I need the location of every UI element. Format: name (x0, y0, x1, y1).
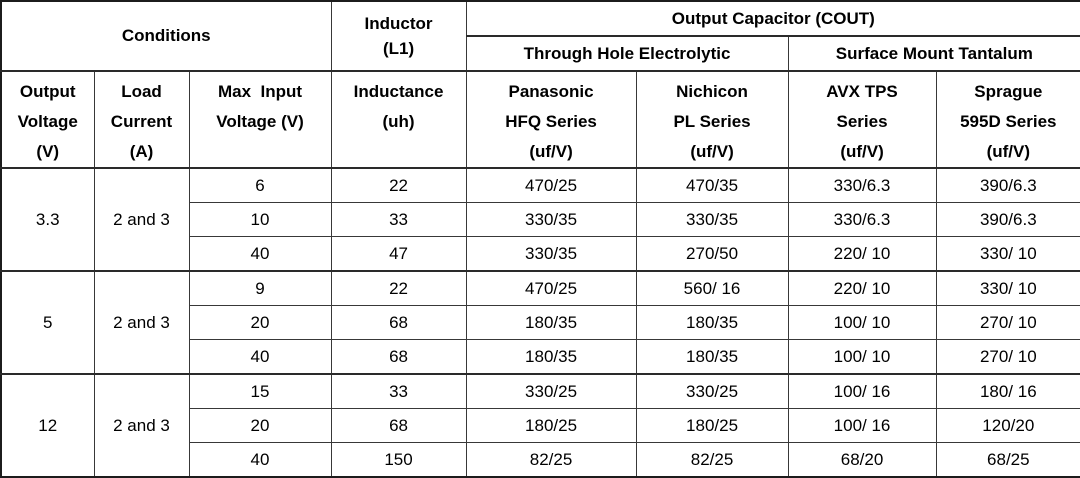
nichicon-cell: 270/50 (635, 236, 789, 272)
panasonic-cell: 330/35 (465, 202, 637, 237)
sprague-cell: 270/ 10 (935, 339, 1080, 375)
header-row-columns: Output Voltage (V) Load Current (A) Max … (0, 70, 1080, 169)
sprague-cell: 68/25 (935, 442, 1080, 478)
load-current-cell: 2 and 3 (93, 270, 190, 375)
avx-cell: 220/ 10 (787, 270, 937, 306)
nichicon-cell: 560/ 16 (635, 270, 789, 306)
surface-mount-header: Surface Mount Tantalum (787, 35, 1080, 72)
sprague-cell: 180/ 16 (935, 373, 1080, 409)
panasonic-cell: 180/25 (465, 408, 637, 443)
panasonic-cell: 470/25 (465, 270, 637, 306)
inductor-header: Inductor (L1) (330, 0, 467, 72)
sprague-cell: 390/6.3 (935, 202, 1080, 237)
output-voltage-cell: 5 (0, 270, 95, 375)
table-row: 20 68 180/35 180/35 100/ 10 270/ 10 (1, 305, 1080, 340)
panasonic-cell: 330/25 (465, 373, 637, 409)
panasonic-cell: 82/25 (465, 442, 637, 478)
sprague-cell: 390/6.3 (935, 167, 1080, 203)
panasonic-cell: 470/25 (465, 167, 637, 203)
table-row: 12 2 and 3 15 33 330/25 330/25 100/ 16 1… (0, 373, 1080, 478)
max-input-voltage-cell: 20 (188, 408, 332, 443)
inductance-cell: 22 (330, 270, 467, 306)
panasonic-cell: 180/35 (465, 339, 637, 375)
col-header-inductance: Inductance (uh) (330, 70, 467, 169)
nichicon-cell: 180/25 (635, 408, 789, 443)
col-header-output-voltage: Output Voltage (V) (0, 70, 95, 169)
sprague-cell: 120/20 (935, 408, 1080, 443)
max-input-voltage-cell: 10 (188, 202, 332, 237)
nichicon-cell: 470/35 (635, 167, 789, 203)
sprague-cell: 270/ 10 (935, 305, 1080, 340)
col-header-panasonic-hfq: Panasonic HFQ Series (uf/V) (465, 70, 637, 169)
conditions-header: Conditions (0, 0, 332, 72)
sprague-cell: 330/ 10 (935, 236, 1080, 272)
table-row: 10 33 330/35 330/35 330/6.3 390/6.3 (1, 202, 1080, 237)
col-header-nichicon-pl: Nichicon PL Series (uf/V) (635, 70, 789, 169)
nichicon-cell: 180/35 (635, 305, 789, 340)
max-input-voltage-cell: 40 (188, 442, 332, 478)
inductor-header-line2: (L1) (382, 39, 415, 58)
table-row: 40 68 180/35 180/35 100/ 10 270/ 10 (1, 339, 1080, 375)
table-row: 5 2 and 3 9 22 470/25 560/ 16 220/ 10 33… (0, 270, 1080, 375)
col-header-sprague-595d: Sprague 595D Series (uf/V) (935, 70, 1080, 169)
avx-cell: 100/ 10 (787, 305, 937, 340)
col-header-avx-tps: AVX TPS Series (uf/V) (787, 70, 937, 169)
max-input-voltage-cell: 15 (188, 373, 332, 409)
nichicon-cell: 330/35 (635, 202, 789, 237)
through-hole-header: Through Hole Electrolytic (465, 35, 789, 72)
sprague-cell: 330/ 10 (935, 270, 1080, 306)
inductance-cell: 68 (330, 408, 467, 443)
max-input-voltage-cell: 40 (188, 339, 332, 375)
max-input-voltage-cell: 9 (188, 270, 332, 306)
panasonic-cell: 180/35 (465, 305, 637, 340)
avx-cell: 330/6.3 (787, 202, 937, 237)
inductance-cell: 47 (330, 236, 467, 272)
load-current-cell: 2 and 3 (93, 167, 190, 272)
inductance-cell: 68 (330, 339, 467, 375)
header-row-top: Conditions Inductor (L1) Output Capacito… (0, 0, 1080, 72)
max-input-voltage-cell: 40 (188, 236, 332, 272)
output-voltage-cell: 12 (0, 373, 95, 478)
nichicon-cell: 82/25 (635, 442, 789, 478)
avx-cell: 100/ 10 (787, 339, 937, 375)
inductor-header-line1: Inductor (364, 14, 433, 33)
table-row: 40 47 330/35 270/50 220/ 10 330/ 10 (1, 236, 1080, 272)
avx-cell: 100/ 16 (787, 373, 937, 409)
nichicon-cell: 330/25 (635, 373, 789, 409)
inductance-cell: 33 (330, 202, 467, 237)
avx-cell: 68/20 (787, 442, 937, 478)
output-capacitor-header: Output Capacitor (COUT) (465, 0, 1080, 37)
table-row: 20 68 180/25 180/25 100/ 16 120/20 (1, 408, 1080, 443)
output-voltage-cell: 3.3 (0, 167, 95, 272)
col-header-load-current: Load Current (A) (93, 70, 190, 169)
load-current-cell: 2 and 3 (93, 373, 190, 478)
panasonic-cell: 330/35 (465, 236, 637, 272)
avx-cell: 100/ 16 (787, 408, 937, 443)
nichicon-cell: 180/35 (635, 339, 789, 375)
max-input-voltage-cell: 20 (188, 305, 332, 340)
col-header-max-input-voltage: Max Input Voltage (V) (188, 70, 332, 169)
max-input-voltage-cell: 6 (188, 167, 332, 203)
inductance-cell: 33 (330, 373, 467, 409)
avx-cell: 220/ 10 (787, 236, 937, 272)
table-row: 3.3 2 and 3 6 22 470/25 470/35 330/6.3 3… (0, 167, 1080, 272)
avx-cell: 330/6.3 (787, 167, 937, 203)
inductance-cell: 68 (330, 305, 467, 340)
inductance-cell: 150 (330, 442, 467, 478)
inductance-cell: 22 (330, 167, 467, 203)
